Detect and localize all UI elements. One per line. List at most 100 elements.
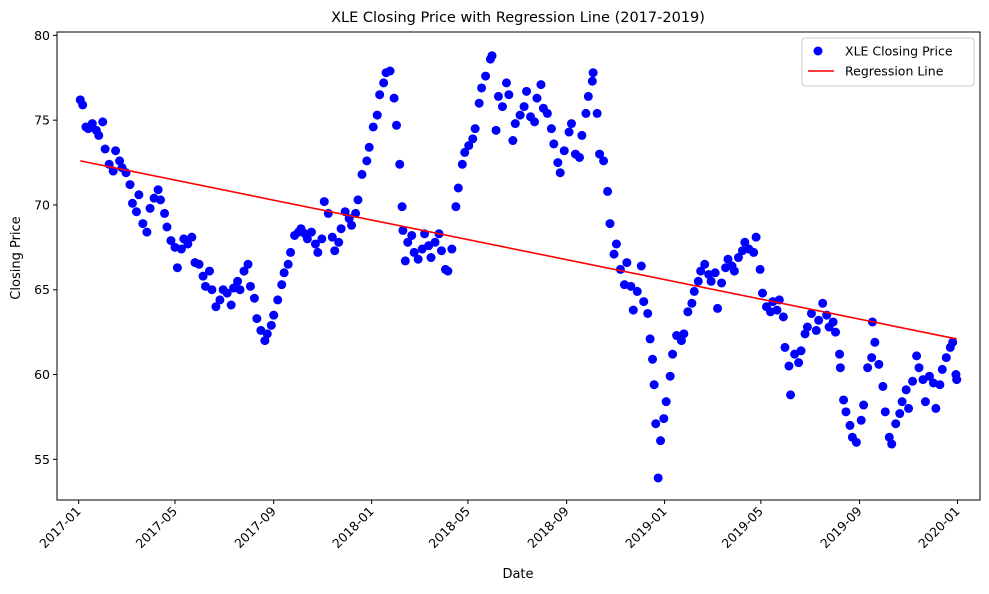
data-point <box>243 259 253 269</box>
data-point <box>187 232 197 242</box>
data-point <box>508 136 518 146</box>
data-point <box>796 346 806 356</box>
data-point <box>897 397 907 407</box>
data-point <box>802 322 812 332</box>
regression-line <box>80 160 957 340</box>
data-point <box>176 244 186 254</box>
data-point <box>362 156 372 166</box>
data-point <box>334 237 344 247</box>
data-point <box>222 288 232 298</box>
data-point <box>740 237 750 247</box>
data-point <box>839 395 849 405</box>
data-point <box>786 390 796 400</box>
data-point <box>717 278 727 288</box>
data-point <box>587 76 597 86</box>
data-point <box>330 246 340 256</box>
data-point <box>880 407 890 417</box>
data-point <box>389 93 399 103</box>
data-point <box>583 91 593 101</box>
data-point <box>920 397 930 407</box>
data-point <box>693 276 703 286</box>
data-point <box>491 125 501 135</box>
data-point <box>884 432 894 442</box>
data-point <box>564 127 574 137</box>
data-point <box>935 380 945 390</box>
data-point <box>166 236 176 246</box>
data-point <box>233 276 243 286</box>
data-point <box>447 244 457 254</box>
data-point <box>814 315 824 325</box>
data-point <box>636 261 646 271</box>
data-point <box>131 207 141 217</box>
data-point <box>639 297 649 307</box>
data-point <box>249 293 259 303</box>
y-axis-label: Closing Price <box>9 216 24 299</box>
data-point <box>755 264 765 274</box>
data-point <box>357 169 367 179</box>
data-point <box>895 409 905 419</box>
data-point <box>553 158 563 168</box>
legend: XLE Closing Price Regression Line <box>801 37 975 87</box>
data-point <box>266 320 276 330</box>
y-tick-label: 60 <box>34 367 50 382</box>
data-point <box>649 380 659 390</box>
data-point <box>313 247 323 257</box>
legend-label-scatter: XLE Closing Price <box>845 44 953 59</box>
data-point <box>622 258 632 268</box>
data-point <box>372 110 382 120</box>
data-point <box>887 439 897 449</box>
data-point <box>413 254 423 264</box>
data-point <box>310 239 320 249</box>
y-tick-label: 55 <box>34 452 50 467</box>
data-point <box>260 336 270 346</box>
data-point <box>226 300 236 310</box>
data-point <box>457 159 467 169</box>
data-point <box>912 351 922 361</box>
data-point <box>609 249 619 259</box>
data-point <box>626 281 636 291</box>
data-point <box>262 329 272 339</box>
data-point <box>665 371 675 381</box>
data-point <box>235 285 245 295</box>
data-point <box>856 415 866 425</box>
data-point <box>603 186 613 196</box>
data-point <box>504 90 514 100</box>
data-point <box>845 420 855 430</box>
data-point <box>549 139 559 149</box>
data-point <box>784 361 794 371</box>
data-point <box>605 219 615 229</box>
data-point <box>706 276 716 286</box>
data-point <box>94 130 104 140</box>
data-point <box>205 266 214 276</box>
data-point <box>111 146 121 156</box>
data-point <box>481 71 491 81</box>
data-point <box>138 219 148 229</box>
data-point <box>952 375 962 385</box>
data-point <box>510 119 520 129</box>
data-point <box>908 376 918 386</box>
data-point <box>451 202 461 212</box>
data-point <box>659 414 669 424</box>
data-point <box>239 266 249 276</box>
data-point <box>134 190 144 200</box>
data-point <box>400 256 410 266</box>
data-point <box>145 203 155 213</box>
data-point <box>700 259 710 269</box>
data-point <box>530 117 540 127</box>
data-point <box>733 253 743 263</box>
data-point <box>398 225 408 235</box>
data-point <box>379 78 389 88</box>
data-point <box>772 305 782 315</box>
data-point <box>901 385 911 395</box>
data-point <box>460 147 470 157</box>
data-point <box>751 232 761 242</box>
data-point <box>172 263 182 273</box>
data-point <box>162 222 172 232</box>
data-point <box>536 80 546 90</box>
data-point <box>689 286 699 296</box>
data-point <box>198 271 208 281</box>
data-point <box>931 403 941 413</box>
data-point <box>632 286 642 296</box>
data-point <box>215 295 225 305</box>
data-point <box>430 237 440 247</box>
